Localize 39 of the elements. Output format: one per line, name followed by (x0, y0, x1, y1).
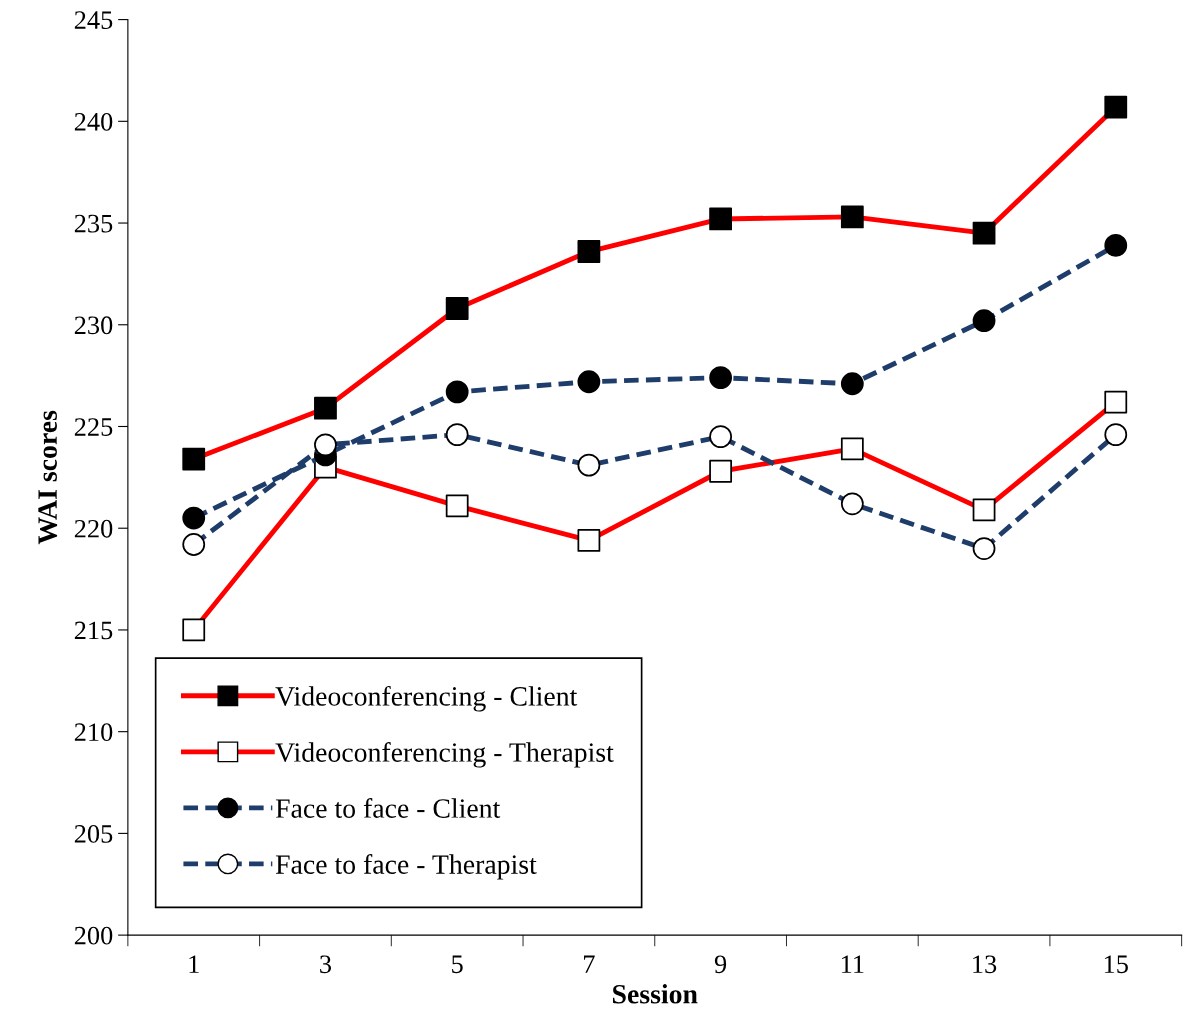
y-tick-label: 225 (74, 418, 113, 436)
y-tick-label: 220 (74, 519, 113, 538)
legend-label: Face to face - Therapist (275, 854, 537, 880)
y-tick-label: 240 (74, 112, 113, 131)
point (840, 437, 864, 461)
point (182, 447, 206, 471)
point (577, 240, 601, 263)
x-tick-label: 1 (189, 955, 199, 973)
y-tick-label: 205 (74, 825, 113, 843)
x-tick-label: 11 (841, 955, 864, 973)
y-tick-label: 245 (74, 11, 113, 29)
x-tick-label: 13 (973, 955, 997, 974)
point (314, 396, 337, 420)
point (972, 498, 996, 522)
x-axis-title: Session (613, 984, 698, 1004)
y-tick-label: 210 (74, 723, 113, 742)
y-tick-label: 215 (74, 621, 113, 640)
point (1104, 390, 1128, 414)
legend-label: Videoconferencing - Therapist (275, 742, 614, 768)
x-tick-label: 3 (320, 955, 332, 974)
x-tick-label: 9 (714, 955, 727, 974)
point (709, 459, 733, 483)
point (577, 529, 601, 552)
y-tick-label: 235 (74, 214, 113, 233)
y-axis-title: WAI scores (38, 410, 58, 545)
x-tick-label: 5 (452, 955, 463, 974)
y-tick-label: 230 (74, 316, 113, 335)
legend-label: Face to face - Client (275, 798, 501, 818)
point (840, 205, 864, 229)
point (709, 207, 733, 231)
point (445, 297, 469, 320)
legend-label: Videoconferencing - Client (275, 685, 578, 712)
x-tick-label: 15 (1104, 955, 1128, 974)
point (1104, 95, 1128, 119)
x-tick-label: 7 (584, 955, 595, 973)
point (182, 618, 206, 642)
y-tick-label: 200 (74, 926, 113, 945)
point (972, 221, 996, 245)
point (445, 494, 469, 518)
